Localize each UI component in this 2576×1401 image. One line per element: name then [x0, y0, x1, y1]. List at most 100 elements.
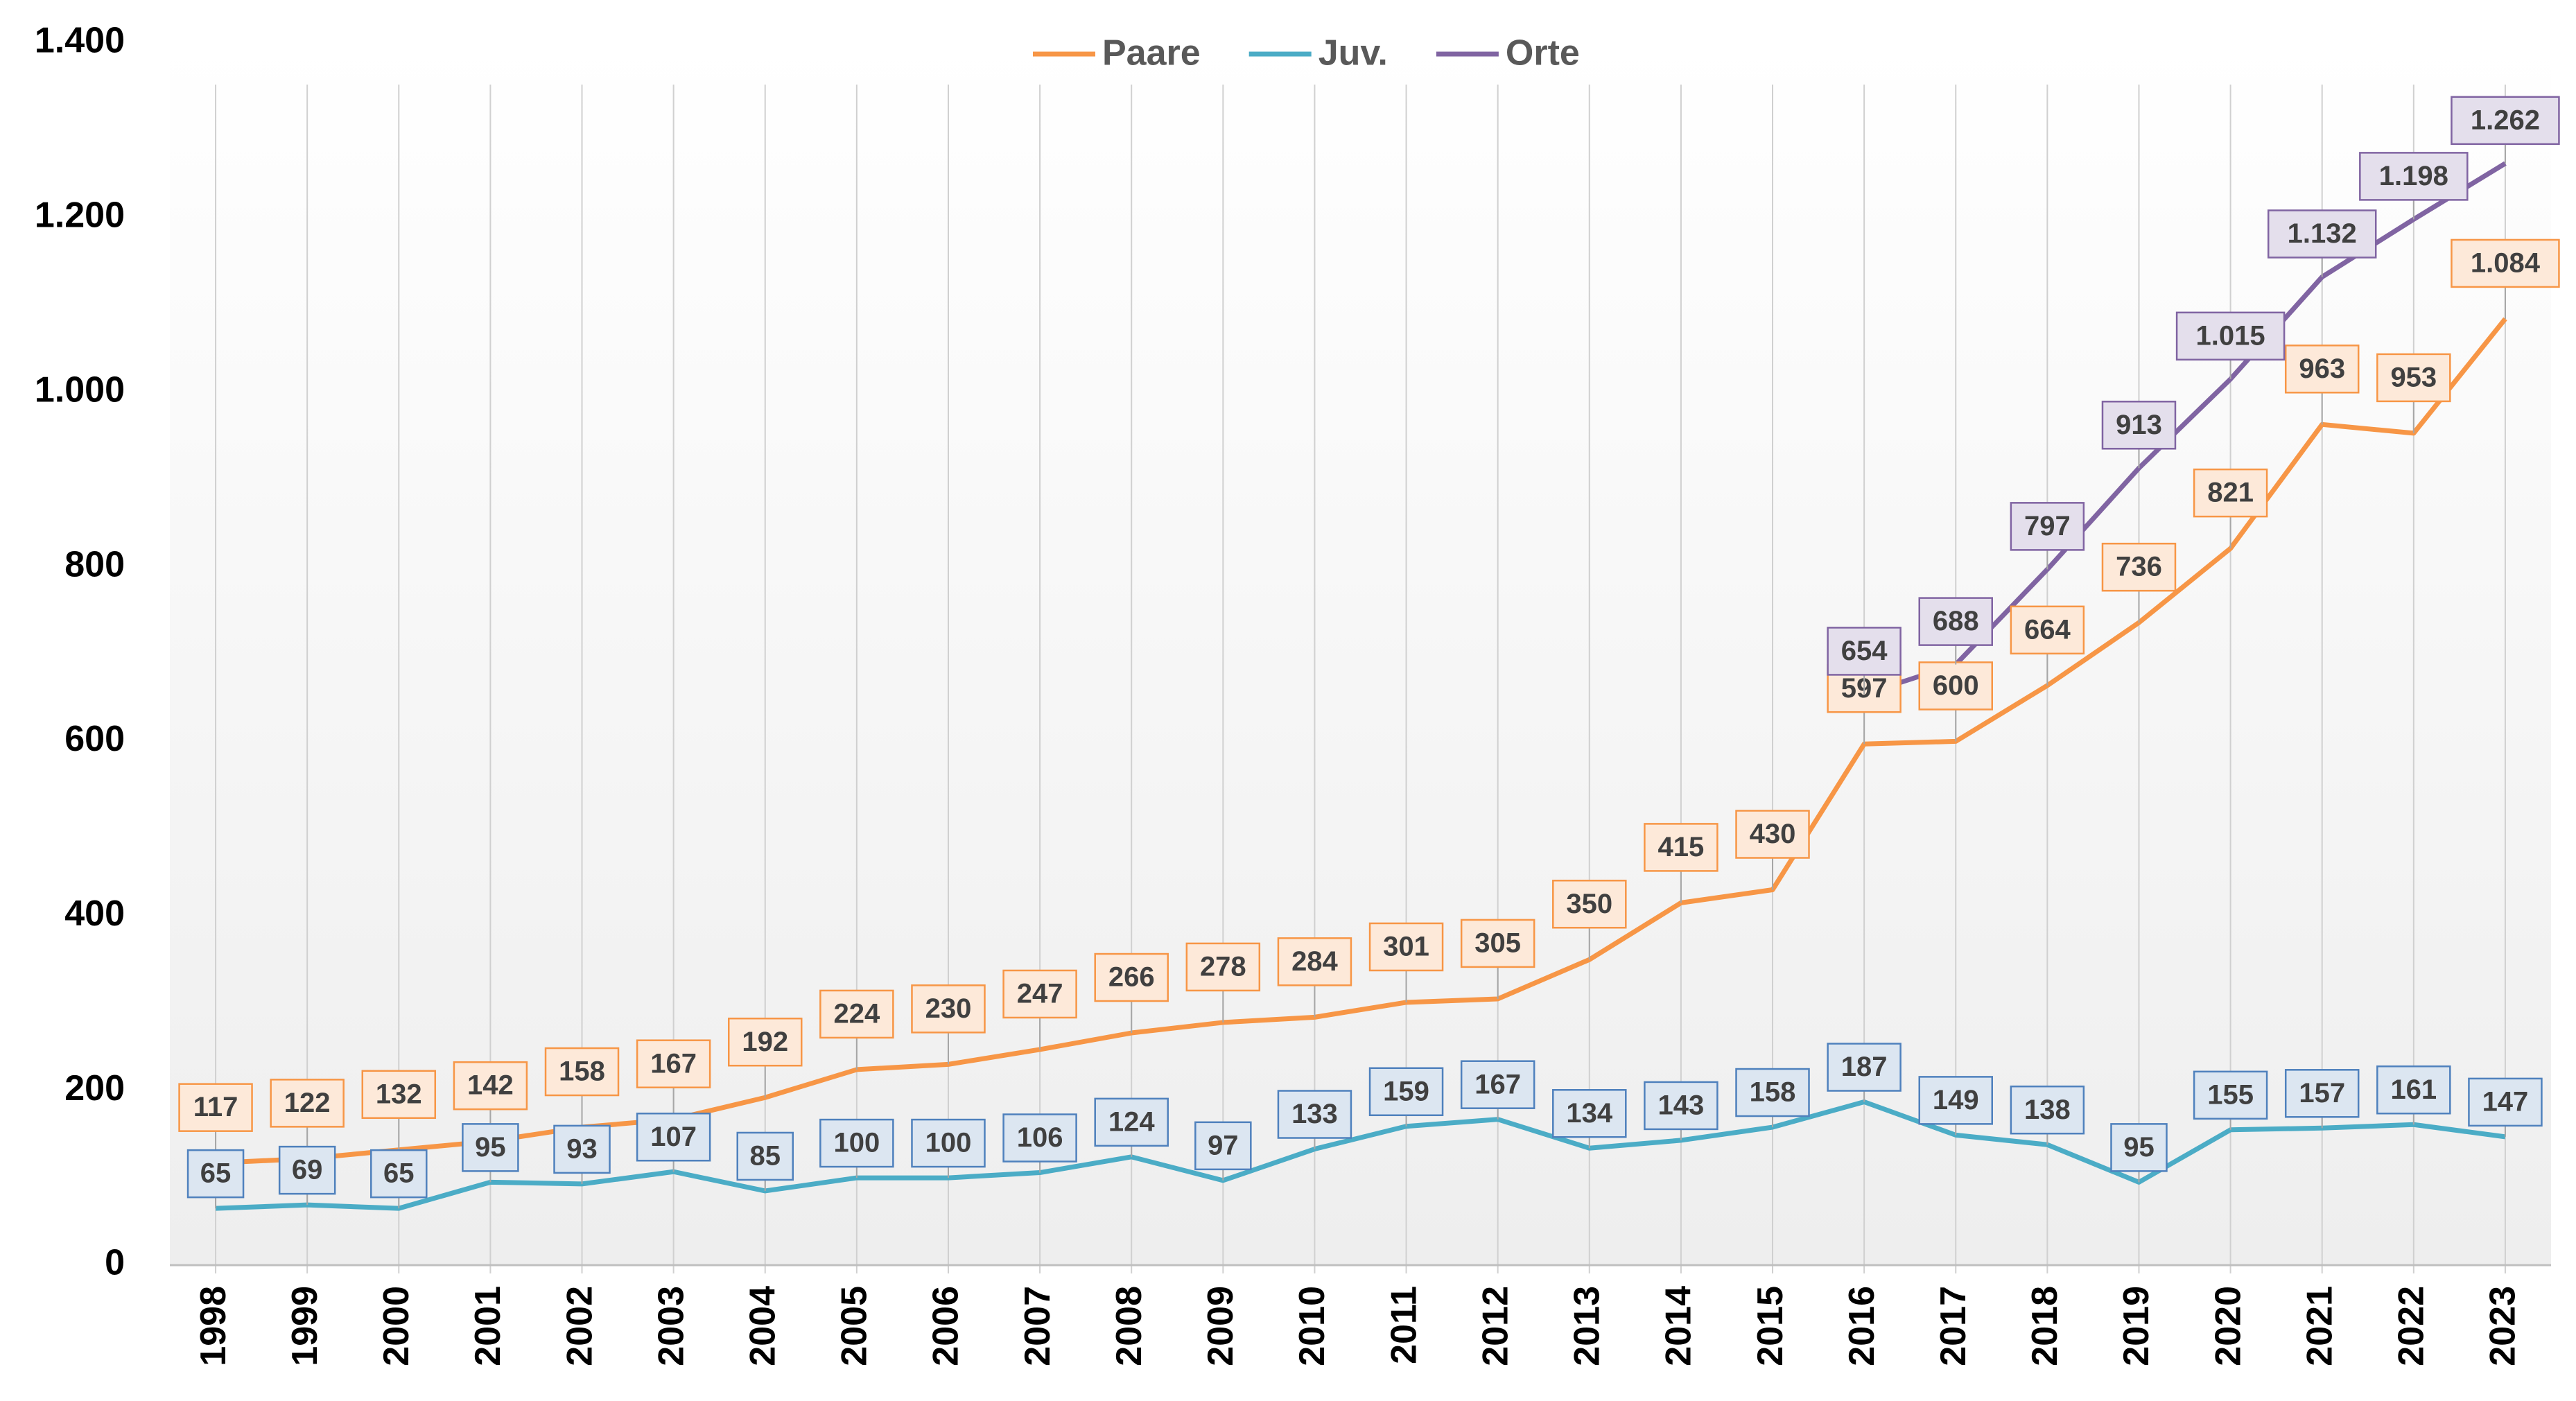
data-label-box [1185, 942, 1261, 992]
x-tick-label: 1999 [285, 1286, 325, 1366]
data-label: 1.132 [2288, 218, 2357, 249]
data-label-box [178, 1083, 253, 1132]
data-label-box [2193, 468, 2268, 518]
y-tick-label: 600 [64, 719, 125, 759]
y-tick-label: 200 [64, 1068, 125, 1108]
x-tick-label: 2014 [1659, 1286, 1699, 1366]
data-label: 158 [559, 1056, 605, 1087]
x-tick-label: 2010 [1292, 1286, 1332, 1366]
data-label: 122 [284, 1088, 331, 1118]
data-label: 117 [193, 1092, 238, 1122]
x-tick-label: 2012 [1475, 1286, 1515, 1366]
data-label: 430 [1750, 819, 1796, 849]
data-label: 797 [2024, 511, 2071, 541]
x-tick-label: 2009 [1201, 1286, 1241, 1366]
data-label-box [1735, 810, 1810, 859]
x-tick-label: 2002 [559, 1286, 600, 1366]
x-tick-label: 2015 [1750, 1286, 1791, 1366]
x-tick-label: 2016 [1842, 1286, 1882, 1366]
data-label-box [819, 1118, 894, 1168]
data-label: 142 [467, 1070, 514, 1101]
data-label: 230 [925, 993, 972, 1024]
data-label: 106 [1017, 1122, 1063, 1153]
data-label-box [636, 1039, 711, 1088]
data-label-box [2101, 542, 2177, 592]
data-label-box [1552, 880, 1627, 929]
data-label: 158 [1750, 1077, 1796, 1108]
x-tick-label: 2022 [2392, 1286, 2432, 1366]
data-label-box [2175, 311, 2286, 361]
data-label: 224 [833, 998, 880, 1029]
data-label-box [544, 1047, 620, 1097]
data-label-box [2010, 502, 2085, 551]
data-label: 167 [650, 1048, 697, 1079]
data-label: 100 [833, 1128, 880, 1158]
x-tick-label: 2013 [1567, 1286, 1608, 1366]
data-label-box [1918, 1076, 1993, 1125]
data-label: 143 [1658, 1090, 1705, 1120]
data-label: 147 [2482, 1086, 2529, 1117]
data-label: 688 [1933, 606, 1979, 636]
data-label: 305 [1474, 928, 1521, 958]
data-label: 600 [1933, 670, 1979, 701]
data-label-box [1194, 1121, 1252, 1171]
data-label-box [728, 1017, 803, 1067]
y-tick-label: 1.400 [35, 21, 125, 61]
y-tick-label: 1.200 [35, 195, 125, 236]
data-label-box [370, 1149, 428, 1199]
data-label-box [636, 1113, 711, 1162]
legend-label: Orte [1506, 33, 1580, 73]
data-label: 284 [1291, 946, 1338, 977]
data-label-box [1644, 1081, 1718, 1131]
data-label-box [736, 1131, 794, 1181]
data-label: 187 [1841, 1052, 1888, 1082]
data-label: 664 [2024, 614, 2071, 645]
data-label-box [1277, 1090, 1352, 1139]
data-label-box [278, 1145, 336, 1195]
data-label: 69 [292, 1155, 323, 1185]
x-tick-label: 2003 [651, 1286, 691, 1366]
x-tick-label: 2019 [2116, 1286, 2157, 1366]
data-label-box [1368, 922, 1444, 972]
x-tick-label: 2006 [926, 1286, 966, 1366]
data-label: 85 [750, 1141, 781, 1172]
data-label-box [2376, 1065, 2451, 1115]
data-label-box [1735, 1068, 1810, 1117]
data-label: 149 [1933, 1085, 1979, 1115]
series-line [215, 1099, 2506, 1211]
data-label-box [2451, 96, 2560, 146]
data-label-box [1460, 1060, 1535, 1109]
data-label: 1.198 [2379, 161, 2448, 191]
x-tick-label: 2004 [742, 1286, 783, 1366]
data-label-box [2101, 401, 2177, 450]
data-label: 124 [1108, 1106, 1155, 1137]
data-label-box [1460, 919, 1535, 968]
data-label-box [2284, 1069, 2360, 1118]
x-tick-label: 2011 [1384, 1286, 1424, 1364]
data-label: 138 [2024, 1095, 2071, 1125]
data-label-box [1277, 937, 1352, 986]
data-label: 913 [2116, 410, 2162, 440]
data-label: 134 [1566, 1098, 1612, 1129]
data-label: 953 [2390, 362, 2437, 392]
data-label: 95 [2123, 1132, 2155, 1163]
data-label-box [819, 989, 894, 1039]
data-label-box [2193, 1070, 2268, 1120]
data-label-box [186, 1149, 245, 1199]
data-label: 93 [566, 1133, 598, 1164]
data-label: 963 [2299, 354, 2345, 384]
x-tick-label: 2018 [2025, 1286, 2065, 1366]
data-label: 350 [1566, 889, 1612, 919]
data-label-box [1918, 597, 1993, 646]
data-label-box [462, 1123, 519, 1172]
data-label-box [1827, 627, 1901, 676]
legend-label: Paare [1102, 33, 1201, 73]
data-label-box [1094, 952, 1169, 1002]
x-tick-label: 2001 [468, 1286, 508, 1366]
data-label: 107 [650, 1122, 697, 1152]
data-label-box [1368, 1067, 1444, 1117]
data-label: 157 [2299, 1078, 2345, 1108]
data-label-box [2010, 605, 2085, 655]
data-label: 159 [1383, 1076, 1429, 1106]
data-label: 192 [742, 1027, 788, 1057]
